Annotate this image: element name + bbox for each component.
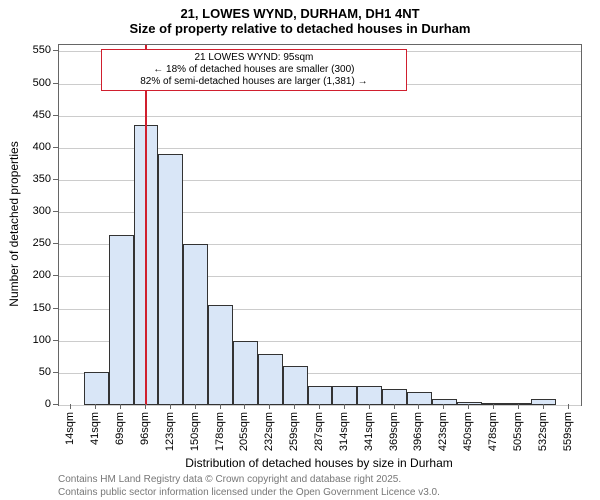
x-tick-label: 96sqm [139,412,151,445]
histogram-bar [283,366,308,405]
x-tick-label: 559sqm [562,412,574,451]
gridline [59,116,581,117]
x-tick-mark [568,404,569,409]
x-tick-mark [344,404,345,409]
x-tick-label: 532sqm [537,412,549,451]
y-tick-mark [53,372,58,373]
x-tick-mark [543,404,544,409]
y-tick-mark [53,50,58,51]
y-tick-mark [53,83,58,84]
y-tick-label: 0 [45,398,51,410]
histogram-bar [382,389,407,405]
y-tick-label: 350 [33,173,51,185]
x-tick-mark [468,404,469,409]
x-tick-label: 232sqm [263,412,275,451]
annotation-box: 21 LOWES WYND: 95sqm← 18% of detached ho… [101,49,407,91]
histogram-bar [407,392,432,405]
y-tick-label: 100 [33,334,51,346]
histogram-bar [233,341,258,405]
x-tick-mark [394,404,395,409]
chart-title-line2: Size of property relative to detached ho… [0,21,600,38]
y-tick-mark [53,115,58,116]
plot-area: 21 LOWES WYND: 95sqm← 18% of detached ho… [58,44,582,406]
x-axis-label: Distribution of detached houses by size … [185,456,452,470]
x-tick-label: 423sqm [437,412,449,451]
x-tick-mark [195,404,196,409]
histogram-bar [208,305,233,405]
y-tick-label: 300 [33,205,51,217]
y-tick-label: 550 [33,44,51,56]
x-tick-label: 41sqm [89,412,101,445]
annotation-line: 21 LOWES WYND: 95sqm [108,52,400,64]
x-tick-mark [220,404,221,409]
x-tick-mark [70,404,71,409]
x-tick-mark [319,404,320,409]
x-tick-mark [244,404,245,409]
x-tick-label: 69sqm [114,412,126,445]
y-tick-label: 250 [33,237,51,249]
chart-container: 21, LOWES WYND, DURHAM, DH1 4NT Size of … [0,0,600,500]
histogram-bar [158,154,183,405]
y-tick-mark [53,404,58,405]
x-tick-mark [518,404,519,409]
x-tick-mark [443,404,444,409]
y-tick-mark [53,340,58,341]
x-tick-label: 341sqm [363,412,375,451]
x-tick-mark [269,404,270,409]
x-tick-mark [170,404,171,409]
x-tick-label: 314sqm [338,412,350,451]
x-tick-label: 178sqm [214,412,226,451]
x-tick-label: 450sqm [462,412,474,451]
x-tick-label: 478sqm [487,412,499,451]
x-tick-label: 205sqm [238,412,250,451]
x-tick-label: 150sqm [189,412,201,451]
x-tick-label: 14sqm [64,412,76,445]
x-tick-label: 123sqm [164,412,176,451]
histogram-bar [308,386,333,405]
chart-title-line1: 21, LOWES WYND, DURHAM, DH1 4NT [0,0,600,21]
y-tick-mark [53,243,58,244]
y-tick-label: 50 [39,366,51,378]
histogram-bar [183,244,208,405]
y-tick-label: 200 [33,269,51,281]
x-tick-mark [493,404,494,409]
annotation-line: ← 18% of detached houses are smaller (30… [108,64,400,76]
histogram-bar [357,386,382,405]
y-tick-mark [53,308,58,309]
y-tick-mark [53,179,58,180]
y-tick-label: 450 [33,109,51,121]
y-axis-label: Number of detached properties [7,141,21,306]
attribution-line2: Contains public sector information licen… [58,487,440,500]
histogram-bar [258,354,283,405]
x-tick-mark [294,404,295,409]
y-tick-mark [53,211,58,212]
gridline [59,405,581,406]
attribution-text: Contains HM Land Registry data © Crown c… [58,474,440,499]
y-tick-label: 150 [33,302,51,314]
y-tick-mark [53,147,58,148]
y-tick-label: 400 [33,141,51,153]
x-tick-label: 369sqm [388,412,400,451]
annotation-line: 82% of semi-detached houses are larger (… [108,76,400,88]
x-tick-label: 259sqm [288,412,300,451]
x-tick-mark [145,404,146,409]
x-tick-mark [418,404,419,409]
x-tick-label: 396sqm [412,412,424,451]
histogram-bar [506,403,531,405]
x-tick-label: 287sqm [313,412,325,451]
x-tick-label: 505sqm [512,412,524,451]
x-tick-mark [369,404,370,409]
y-tick-label: 500 [33,77,51,89]
y-tick-mark [53,275,58,276]
x-tick-mark [95,404,96,409]
histogram-bar [531,399,556,405]
attribution-line1: Contains HM Land Registry data © Crown c… [58,474,440,487]
histogram-bar [109,235,134,405]
histogram-bar [332,386,357,405]
marker-line [145,45,147,405]
histogram-bar [84,372,109,405]
x-tick-mark [120,404,121,409]
